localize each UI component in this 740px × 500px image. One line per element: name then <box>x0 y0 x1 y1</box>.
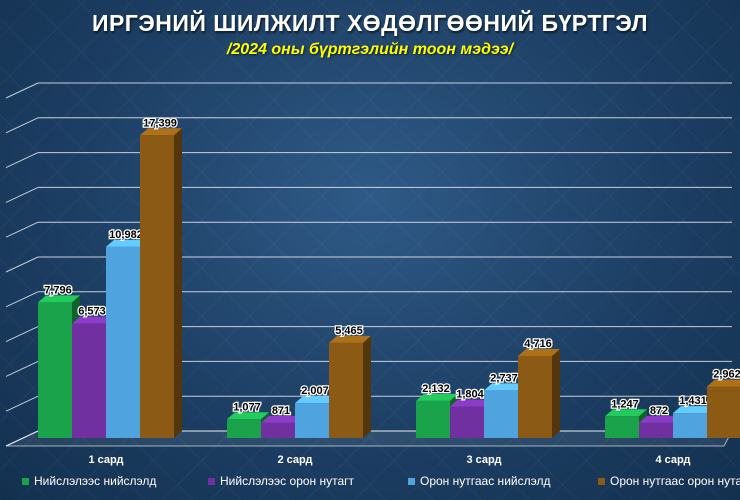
bar <box>38 302 72 438</box>
data-label: 2,007 <box>301 385 329 397</box>
bar <box>673 413 707 438</box>
gridline-slant <box>5 221 39 238</box>
bar-top <box>261 415 303 423</box>
bar-top <box>106 239 148 247</box>
bar-side <box>363 335 371 438</box>
bar <box>72 323 106 438</box>
bar-top <box>295 396 337 404</box>
legend-swatch-4 <box>598 477 605 485</box>
bar <box>450 406 484 438</box>
bar-top <box>605 409 647 417</box>
data-label: 872 <box>650 405 668 417</box>
data-label: 2,962 <box>713 368 740 380</box>
data-label: 1,804 <box>456 389 484 401</box>
data-label: 4,716 <box>524 338 552 350</box>
chart-legend: Нийслэлээс нийслэлд Нийслэлээс орон нута… <box>0 474 740 494</box>
data-label: 2,132 <box>422 383 450 395</box>
gridline-slant <box>5 82 39 99</box>
bar <box>227 419 261 438</box>
chart-title: ИРГЭНИЙ ШИЛЖИЛТ ХӨДӨЛГӨӨНИЙ БҮРТГЭЛ <box>91 10 649 36</box>
bar-top <box>707 379 740 387</box>
legend-label-3: Орон нутгаас нийслэлд <box>420 474 551 488</box>
bar-top <box>140 128 182 136</box>
data-label: 10,982 <box>109 229 143 241</box>
gridline-slant <box>5 326 39 343</box>
gridline-slant <box>5 117 39 134</box>
bar <box>707 386 740 438</box>
gridline-slant <box>5 291 39 308</box>
gridline-slant <box>5 395 39 412</box>
bar-top <box>450 399 492 407</box>
legend-swatch-3 <box>408 477 415 485</box>
data-label: 2,737 <box>490 372 518 384</box>
data-label: 6,573 <box>78 306 106 318</box>
bar <box>605 416 639 438</box>
bar-top <box>329 335 371 343</box>
bar <box>518 355 552 438</box>
bar-side <box>174 128 182 439</box>
legend-item-2: Нийслэлээс орон нутагт <box>208 474 354 488</box>
gridline-slant <box>5 152 39 169</box>
bar <box>639 422 673 438</box>
bar-top <box>227 412 269 420</box>
gridline-slant <box>5 256 39 273</box>
legend-swatch-1 <box>22 477 29 485</box>
category-label: 3 сард <box>467 454 502 466</box>
legend-item-3: Орон нутгаас нийслэлд <box>408 474 550 488</box>
category-label: 4 сард <box>656 454 691 466</box>
data-label: 1,431 <box>679 395 707 407</box>
legend-label-1: Нийслэлээс нийслэлд <box>34 474 157 488</box>
legend-swatch-2 <box>208 477 215 485</box>
gridline-slant <box>5 360 39 377</box>
bar-side <box>552 348 560 438</box>
data-label: 871 <box>272 405 290 417</box>
chart-subtitle: /2024 оны бүртгэлийн тоон мэдээ/ <box>226 41 514 58</box>
gridline-slant <box>5 186 39 203</box>
legend-label-4: Орон нутгаас орон нутагт <box>610 474 740 488</box>
bar-top <box>518 348 560 356</box>
data-label: 7,796 <box>44 284 72 296</box>
category-label: 1 сард <box>89 454 124 466</box>
legend-item-4: Орон нутгаас орон нутагт <box>598 474 740 488</box>
bar-top <box>673 406 715 414</box>
bar <box>106 246 140 438</box>
bar-top <box>72 316 114 324</box>
bar <box>416 400 450 438</box>
bar <box>295 403 329 438</box>
legend-label-2: Нийслэлээс орон нутагт <box>220 474 355 488</box>
data-label: 1,247 <box>611 398 639 410</box>
legend-item-1: Нийслэлээс нийслэлд <box>22 474 156 488</box>
data-label: 5,465 <box>335 325 363 337</box>
data-label: 1,077 <box>233 401 261 413</box>
bar-top <box>38 295 80 303</box>
category-label: 2 сард <box>278 454 313 466</box>
bar <box>140 135 174 439</box>
data-label: 17,399 <box>143 117 177 129</box>
bar-top <box>639 415 681 423</box>
bar-top <box>484 383 526 391</box>
bar <box>261 422 295 438</box>
bar <box>329 342 363 438</box>
bar <box>484 390 518 438</box>
bar-top <box>416 393 458 401</box>
